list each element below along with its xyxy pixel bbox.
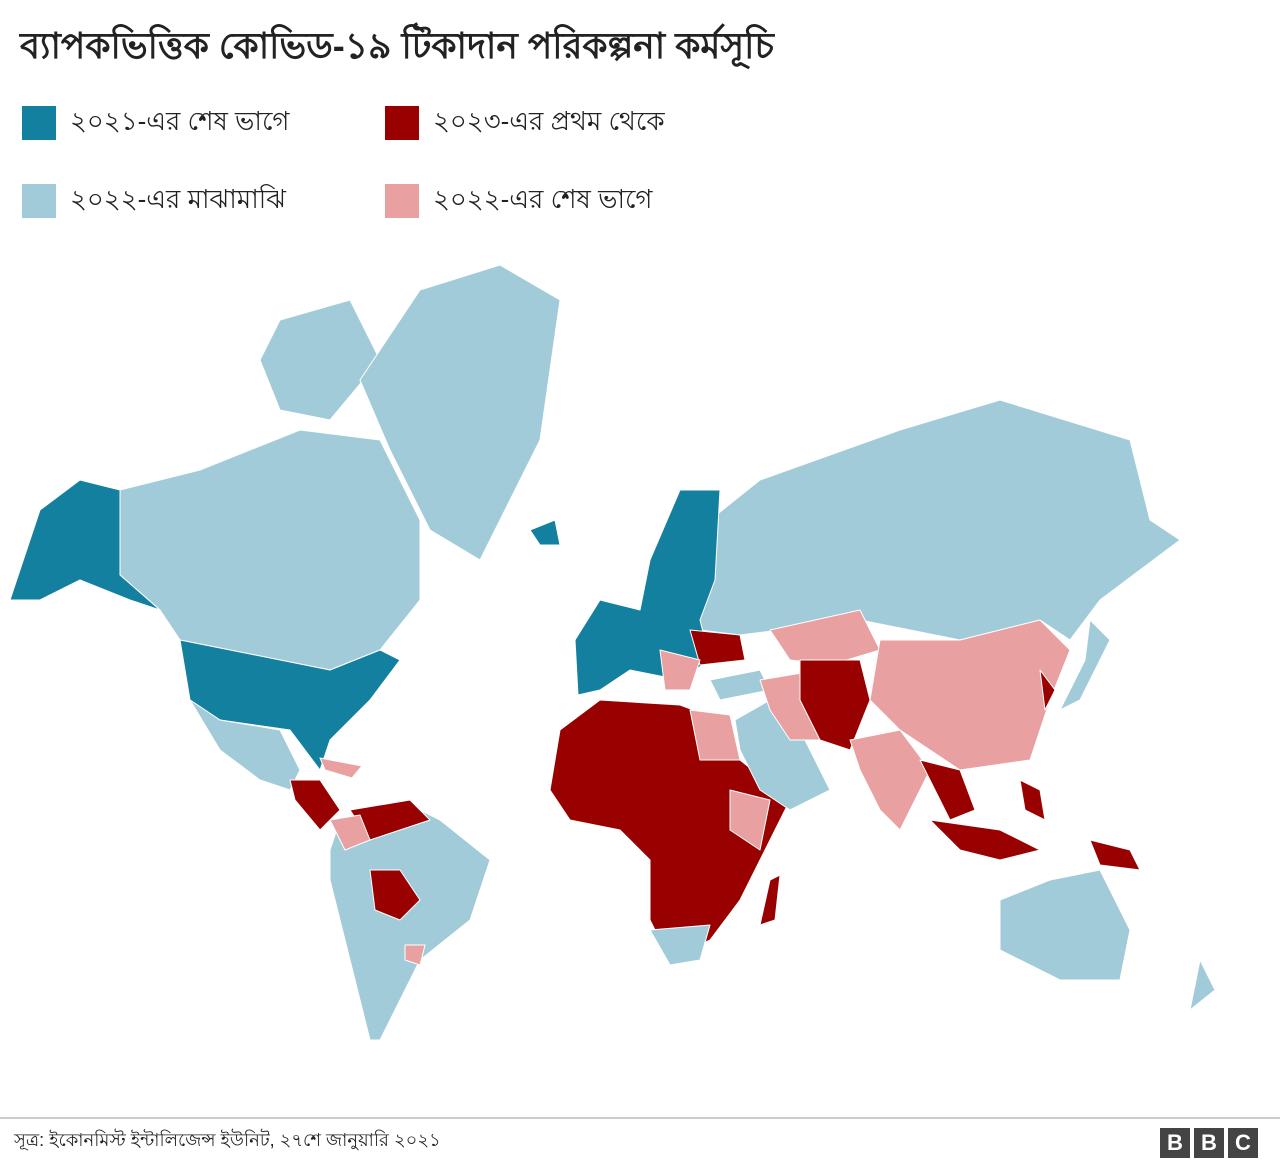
region [1189,959,1216,1011]
legend: ২০২১-এর শেষ ভাগে ২০২৩-এর প্রথম থেকে ২০২২-এ… [22,106,665,218]
region [259,299,381,421]
region [929,819,1041,861]
region [729,789,771,851]
world-map [9,264,1216,1041]
title: ব্যাপকভিত্তিক কোভিড-১৯ টিকাদান পরিকল্পনা… [18,22,775,69]
logo-box [1228,1128,1258,1158]
region [404,944,426,966]
region [1019,779,1046,821]
legend-swatch [385,106,419,140]
logo-box [1160,1128,1190,1158]
region [849,729,931,831]
region [869,619,1071,771]
source: সূত্র: ইকোনমিস্ট ইন্টালিজেন্স ইউনিট, ২৭শ… [13,1129,441,1150]
region [574,489,721,696]
region [369,869,421,921]
region [1039,669,1056,711]
region [659,649,701,691]
region [1059,619,1111,711]
region [1089,839,1141,871]
legend-label: ২০২৩-এর প্রথম থেকে [433,106,665,136]
legend-swatch [22,106,56,140]
region [9,479,161,611]
region [529,519,561,546]
legend-label: ২০২২-এর শেষ ভাগে [433,184,653,214]
region [649,924,711,966]
region [329,814,371,851]
legend-label: ২০২২-এর মাঝামাঝি [70,184,287,214]
region [689,629,746,666]
region [799,659,871,751]
region [359,264,561,561]
region [709,669,771,701]
region [759,874,781,926]
logo-box [1194,1128,1224,1158]
region [319,757,363,779]
region [329,799,491,1041]
region [999,869,1131,981]
region [769,609,881,666]
region [689,709,741,761]
logo-letter: C [1235,1130,1251,1155]
logo-letter: B [1167,1130,1183,1155]
region [119,429,421,671]
region [919,759,976,821]
region [699,399,1181,641]
legend-swatch [385,184,419,218]
logo-letter: B [1201,1130,1217,1155]
legend-label: ২০২১-এর শেষ ভাগে [70,106,290,136]
legend-swatch [22,184,56,218]
